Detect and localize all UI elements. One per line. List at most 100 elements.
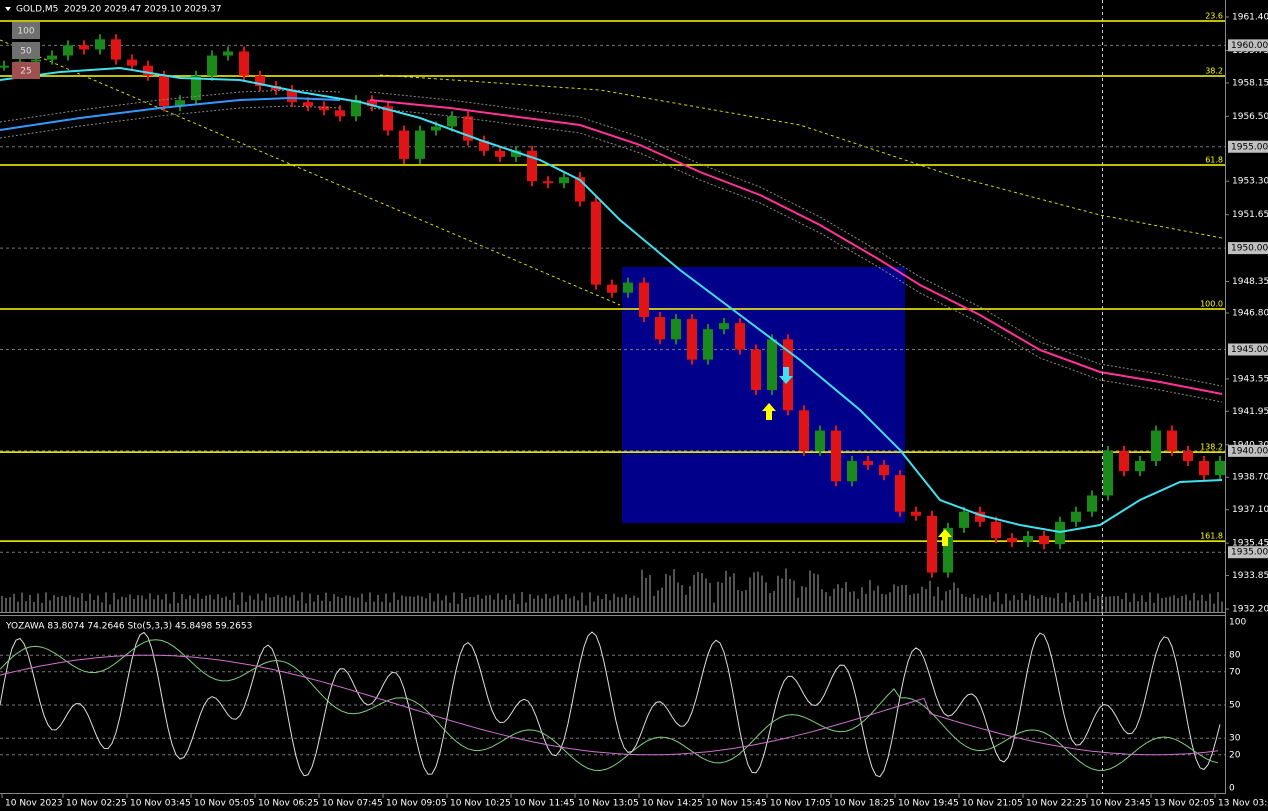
price-label: 1938.70 xyxy=(1232,473,1268,483)
candle xyxy=(1087,495,1097,512)
candle xyxy=(63,45,73,56)
quote: 2029.20 2029.47 2029.10 2029.37 xyxy=(64,5,221,15)
time-label: 13 Nov 03:25 xyxy=(1218,799,1268,809)
price-box xyxy=(1228,39,1268,52)
price-box-label: 1945.00 xyxy=(1231,345,1268,355)
price-label: 1946.80 xyxy=(1232,309,1268,319)
candle xyxy=(255,75,265,86)
price-box xyxy=(1228,140,1268,153)
osc-tick-label: 30 xyxy=(1229,734,1241,744)
osc-signal-pink xyxy=(0,654,1219,756)
time-label: 10 Nov 19:45 xyxy=(898,799,959,809)
fib-label: 61.8 xyxy=(1205,156,1223,165)
candle xyxy=(1199,461,1209,476)
ma-slow-blue xyxy=(0,96,341,131)
time-label: 10 Nov 11:45 xyxy=(514,799,575,809)
price-box-label: 1955.00 xyxy=(1231,142,1268,152)
candle xyxy=(623,282,633,293)
zoom-button[interactable] xyxy=(12,62,40,79)
trend-line xyxy=(0,39,621,306)
candle xyxy=(1167,430,1177,451)
candle xyxy=(111,39,121,60)
candle xyxy=(703,329,713,360)
time-label: 10 Nov 17:05 xyxy=(770,799,831,809)
candle xyxy=(863,461,873,466)
candle xyxy=(815,430,825,451)
time-label: 10 Nov 10:25 xyxy=(450,799,511,809)
candle xyxy=(1183,450,1193,461)
candle xyxy=(0,65,9,68)
osc-tick-label: 80 xyxy=(1229,651,1241,661)
grid xyxy=(0,16,1229,610)
candle xyxy=(927,515,937,573)
candle xyxy=(1103,450,1113,496)
sell-arrow xyxy=(779,367,793,384)
candle xyxy=(223,51,233,56)
candle xyxy=(975,511,985,522)
candle xyxy=(687,319,697,360)
osc-tick-label: 70 xyxy=(1229,667,1241,677)
candle xyxy=(159,75,169,107)
highlight-zone xyxy=(622,267,905,523)
price-label: 1941.95 xyxy=(1232,407,1268,417)
candle xyxy=(303,102,313,107)
candle xyxy=(831,430,841,482)
candle xyxy=(127,59,137,66)
candle xyxy=(1071,511,1081,522)
candle xyxy=(1151,430,1161,461)
candle xyxy=(143,65,153,76)
time-label: 13 Nov 02:05 xyxy=(1154,799,1215,809)
zoom-button[interactable] xyxy=(12,22,40,39)
candle xyxy=(495,150,505,157)
zoom-button[interactable] xyxy=(12,42,40,59)
candle xyxy=(31,59,41,62)
price-box-label: 1950.00 xyxy=(1231,244,1268,254)
price-box xyxy=(1228,444,1268,457)
candle xyxy=(607,284,617,293)
buy-arrow xyxy=(762,403,776,420)
candle xyxy=(95,39,105,50)
osc-tick-label: 20 xyxy=(1229,750,1241,760)
osc-tick-label: 0 xyxy=(1229,784,1235,794)
candle xyxy=(959,511,969,528)
price-label: 1953.30 xyxy=(1232,177,1268,187)
candle xyxy=(559,177,569,184)
candle xyxy=(527,150,537,182)
price-box xyxy=(1228,242,1268,255)
ma-band xyxy=(0,89,341,123)
osc-signal-green xyxy=(0,639,1219,772)
candle xyxy=(639,282,649,318)
candle xyxy=(671,319,681,340)
candle xyxy=(287,89,297,103)
price-box xyxy=(1228,546,1268,559)
ma-cyan xyxy=(0,66,1223,534)
candle xyxy=(1023,536,1033,543)
candle xyxy=(879,465,889,476)
candle xyxy=(735,323,745,350)
candle xyxy=(847,461,857,482)
zoom-button-label[interactable]: 100 xyxy=(17,27,34,37)
zoom-button-label[interactable]: 25 xyxy=(20,67,31,77)
candle xyxy=(383,106,393,131)
fib-label: 138.2 xyxy=(1200,443,1223,452)
osc-fast xyxy=(0,631,1221,778)
time-label: 10 Nov 03:45 xyxy=(130,799,191,809)
price-label: 1935.45 xyxy=(1232,539,1268,549)
time-label: 10 Nov 23:45 xyxy=(1090,799,1151,809)
time-label: 10 Nov 15:45 xyxy=(706,799,767,809)
candle xyxy=(1215,461,1225,476)
candle xyxy=(207,55,217,76)
oscillator xyxy=(0,631,1225,778)
candle xyxy=(415,130,425,159)
ma-band xyxy=(0,105,341,139)
price-label: 1937.10 xyxy=(1232,505,1268,515)
candle xyxy=(799,410,809,451)
zoom-button-label[interactable]: 50 xyxy=(20,47,32,57)
candle xyxy=(911,511,921,516)
price-label: 1943.55 xyxy=(1232,374,1268,384)
time-label: 10 Nov 21:05 xyxy=(962,799,1023,809)
candle xyxy=(191,75,201,101)
price-label: 1948.35 xyxy=(1232,277,1268,287)
fib-label: 38.2 xyxy=(1205,66,1223,75)
